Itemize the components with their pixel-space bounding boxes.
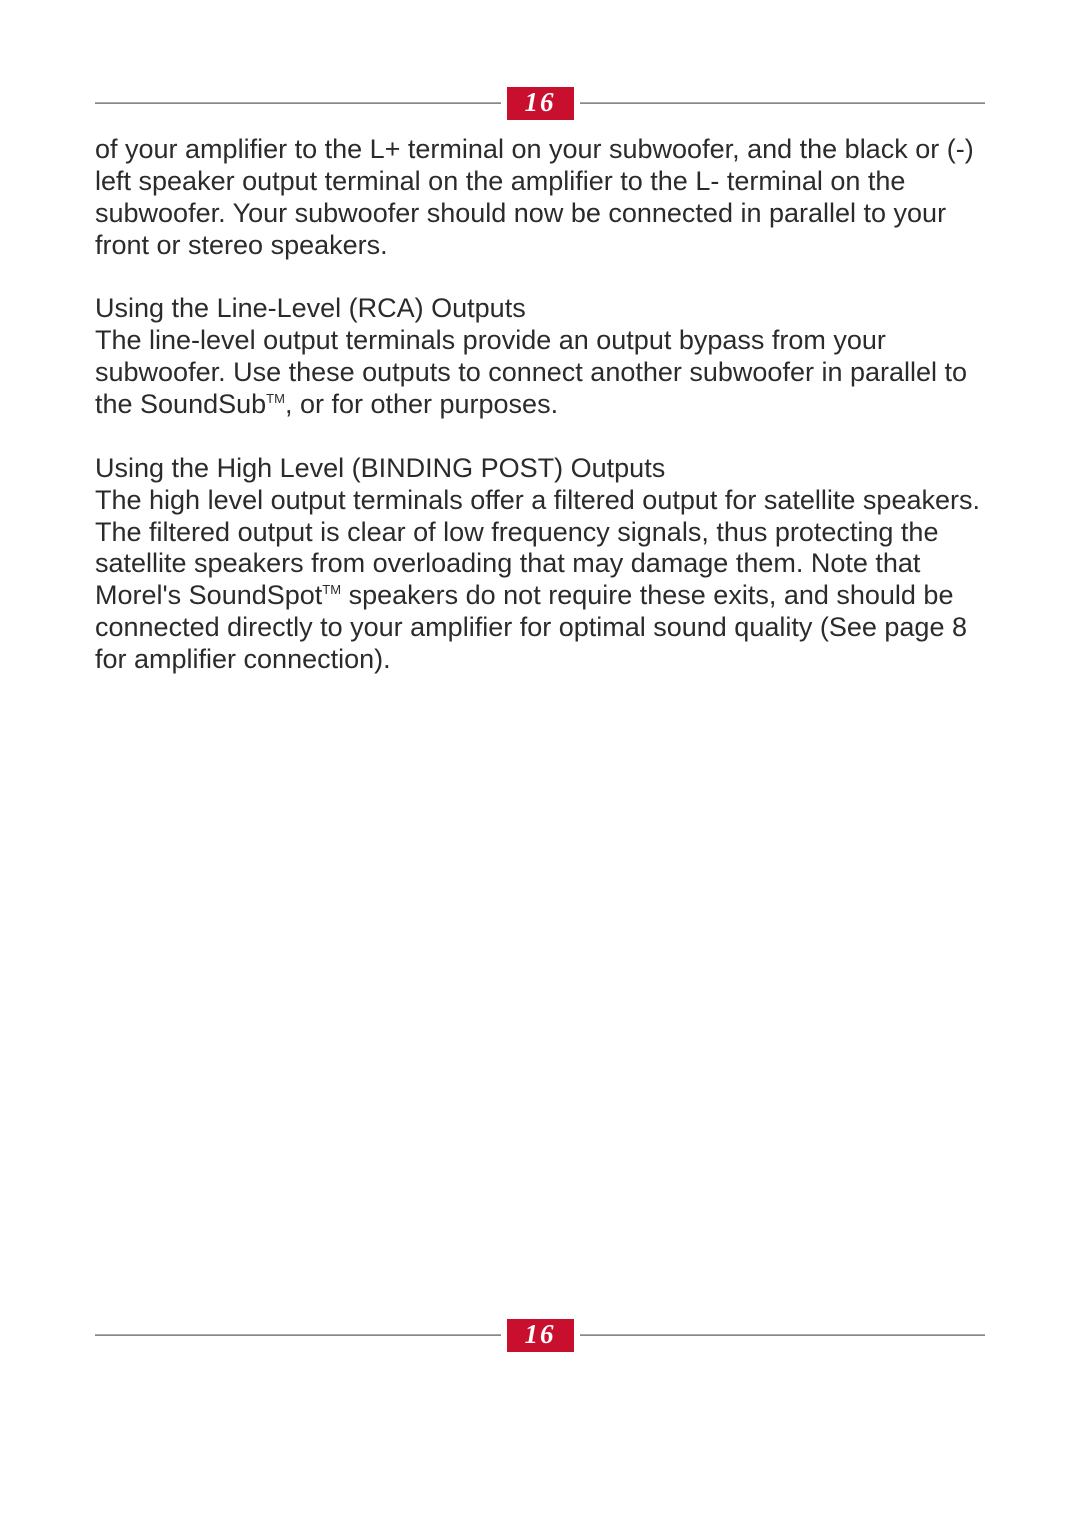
paragraph-1-text: of your amplifier to the L+ terminal on … [95,134,974,260]
rule-right [580,102,986,104]
page-number-bar-top: 16 [95,88,985,118]
page-content: of your amplifier to the L+ terminal on … [95,134,985,708]
page-number-bar-bottom: 16 [95,1320,985,1350]
trademark-symbol: TM [266,391,285,406]
rule-left [95,102,501,104]
trademark-symbol: TM [322,582,341,597]
rule-right [580,1334,986,1336]
page-number-badge-top: 16 [507,87,574,120]
paragraph-2-body-b: , or for other purposes. [285,389,558,419]
paragraph-1: of your amplifier to the L+ terminal on … [95,134,985,261]
paragraph-3: Using the High Level (BINDING POST) Outp… [95,453,985,676]
page-container: 16 of your amplifier to the L+ terminal … [95,0,985,1533]
paragraph-2-heading: Using the Line-Level (RCA) Outputs [95,293,526,323]
rule-left [95,1334,501,1336]
paragraph-3-heading: Using the High Level (BINDING POST) Outp… [95,453,665,483]
page-number-badge-bottom: 16 [507,1319,574,1352]
paragraph-2: Using the Line-Level (RCA) Outputs The l… [95,293,985,420]
